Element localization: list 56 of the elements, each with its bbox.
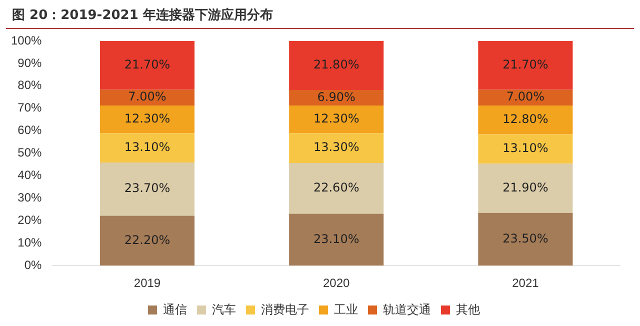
data-label: 23.10% <box>313 232 360 246</box>
data-label: 23.50% <box>502 231 548 246</box>
data-label: 7.00% <box>506 90 545 104</box>
data-label: 7.00% <box>128 90 166 104</box>
bar <box>478 212 573 266</box>
data-label: 23.70% <box>124 181 170 196</box>
bar <box>478 134 573 164</box>
y-tick-label: 70% <box>18 100 42 115</box>
data-label: 21.70% <box>124 57 170 72</box>
y-tick-label: 100% <box>10 33 42 48</box>
data-label: 21.90% <box>502 180 548 194</box>
x-tick-label: 2019 <box>134 276 161 290</box>
x-tick-label: 2021 <box>512 276 540 290</box>
bar <box>100 41 195 90</box>
data-label: 21.80% <box>313 58 360 72</box>
x-tick-label: 2020 <box>322 276 350 290</box>
y-tick-label: 80% <box>18 78 42 92</box>
data-label: 21.70% <box>502 57 548 72</box>
bar <box>100 105 195 134</box>
data-label: 6.90% <box>317 90 356 104</box>
bar <box>100 216 195 266</box>
y-tick-label: 60% <box>18 123 42 138</box>
bar <box>100 133 195 163</box>
bar <box>478 90 573 106</box>
y-tick-label: 30% <box>18 190 42 205</box>
bar <box>478 105 573 134</box>
bar <box>289 41 384 90</box>
data-label: 22.60% <box>313 180 360 194</box>
bar <box>289 162 384 214</box>
y-tick-label: 40% <box>18 168 42 182</box>
bar <box>478 41 573 90</box>
legend-label: 轨道交通 <box>383 302 431 316</box>
y-tick-label: 50% <box>18 146 42 160</box>
bar <box>289 133 384 163</box>
data-label: 12.80% <box>502 112 548 126</box>
y-tick-label: 20% <box>18 212 42 227</box>
bar <box>289 105 384 134</box>
legend-label: 其他 <box>456 302 480 316</box>
y-tick-label: 10% <box>18 235 42 250</box>
y-tick-label: 90% <box>18 56 42 70</box>
bar <box>100 162 195 216</box>
bar <box>478 164 573 213</box>
chart-title: 图 20：2019-2021 年连接器下游应用分布 <box>6 0 634 29</box>
data-label: 13.30% <box>313 140 360 154</box>
legend-label: 通信 <box>163 302 187 316</box>
legend-label: 汽车 <box>212 302 236 316</box>
legend-label: 工业 <box>334 302 358 316</box>
data-label: 22.20% <box>124 232 170 247</box>
bar <box>289 214 384 266</box>
y-tick-label: 0% <box>24 258 42 272</box>
legend-label: 消费电子 <box>261 302 309 316</box>
data-label: 12.30% <box>313 111 360 126</box>
data-label: 13.10% <box>124 140 170 154</box>
bar <box>100 90 195 106</box>
data-label: 13.10% <box>502 141 548 156</box>
data-label: 12.30% <box>124 111 170 126</box>
